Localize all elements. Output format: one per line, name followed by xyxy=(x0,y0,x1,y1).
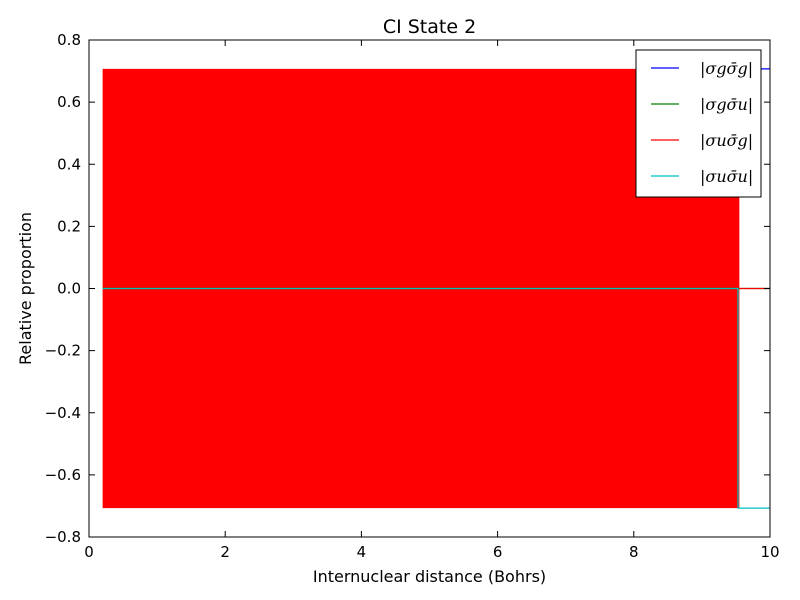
chart-title: CI State 2 xyxy=(383,16,476,38)
y-tick-label: 0.8 xyxy=(57,31,81,49)
x-tick-label: 10 xyxy=(760,543,779,561)
legend-box xyxy=(635,49,762,198)
x-tick-label: 6 xyxy=(493,543,503,561)
series-line-4 xyxy=(102,287,770,509)
y-tick-label: −0.8 xyxy=(45,528,81,546)
y-tick-label: 0.4 xyxy=(57,155,81,173)
plot-marks xyxy=(102,68,770,509)
y-tick-label: 0.0 xyxy=(57,280,81,298)
y-tick-label: −0.2 xyxy=(45,342,81,360)
x-tick-label: 4 xyxy=(357,543,367,561)
y-axis-label: Relative proportion xyxy=(16,212,35,365)
legend-label-4: |σuσ̄u| xyxy=(700,167,753,186)
x-tick-label: 0 xyxy=(84,543,94,561)
y-tick-label: −0.6 xyxy=(45,466,81,484)
x-axis-label: Internuclear distance (Bohrs) xyxy=(313,567,546,586)
legend: |σgσ̄g| |σgσ̄u| |σuσ̄g| |σuσ̄u| xyxy=(635,49,762,198)
y-tick-label: −0.4 xyxy=(45,404,81,422)
axis-ticks: 0 2 4 6 8 10 −0.8 −0.6 −0.4 −0.2 0.0 0.2 0.4 0.6 0.8 xyxy=(45,31,780,561)
legend-label-1: |σgσ̄g| xyxy=(700,59,753,78)
legend-label-3: |σuσ̄g| xyxy=(700,131,753,150)
legend-label-2: |σgσ̄u| xyxy=(700,95,753,114)
x-tick-label: 2 xyxy=(220,543,230,561)
y-tick-label: 0.6 xyxy=(57,93,81,111)
y-tick-label: 0.2 xyxy=(57,217,81,235)
x-tick-label: 8 xyxy=(629,543,639,561)
